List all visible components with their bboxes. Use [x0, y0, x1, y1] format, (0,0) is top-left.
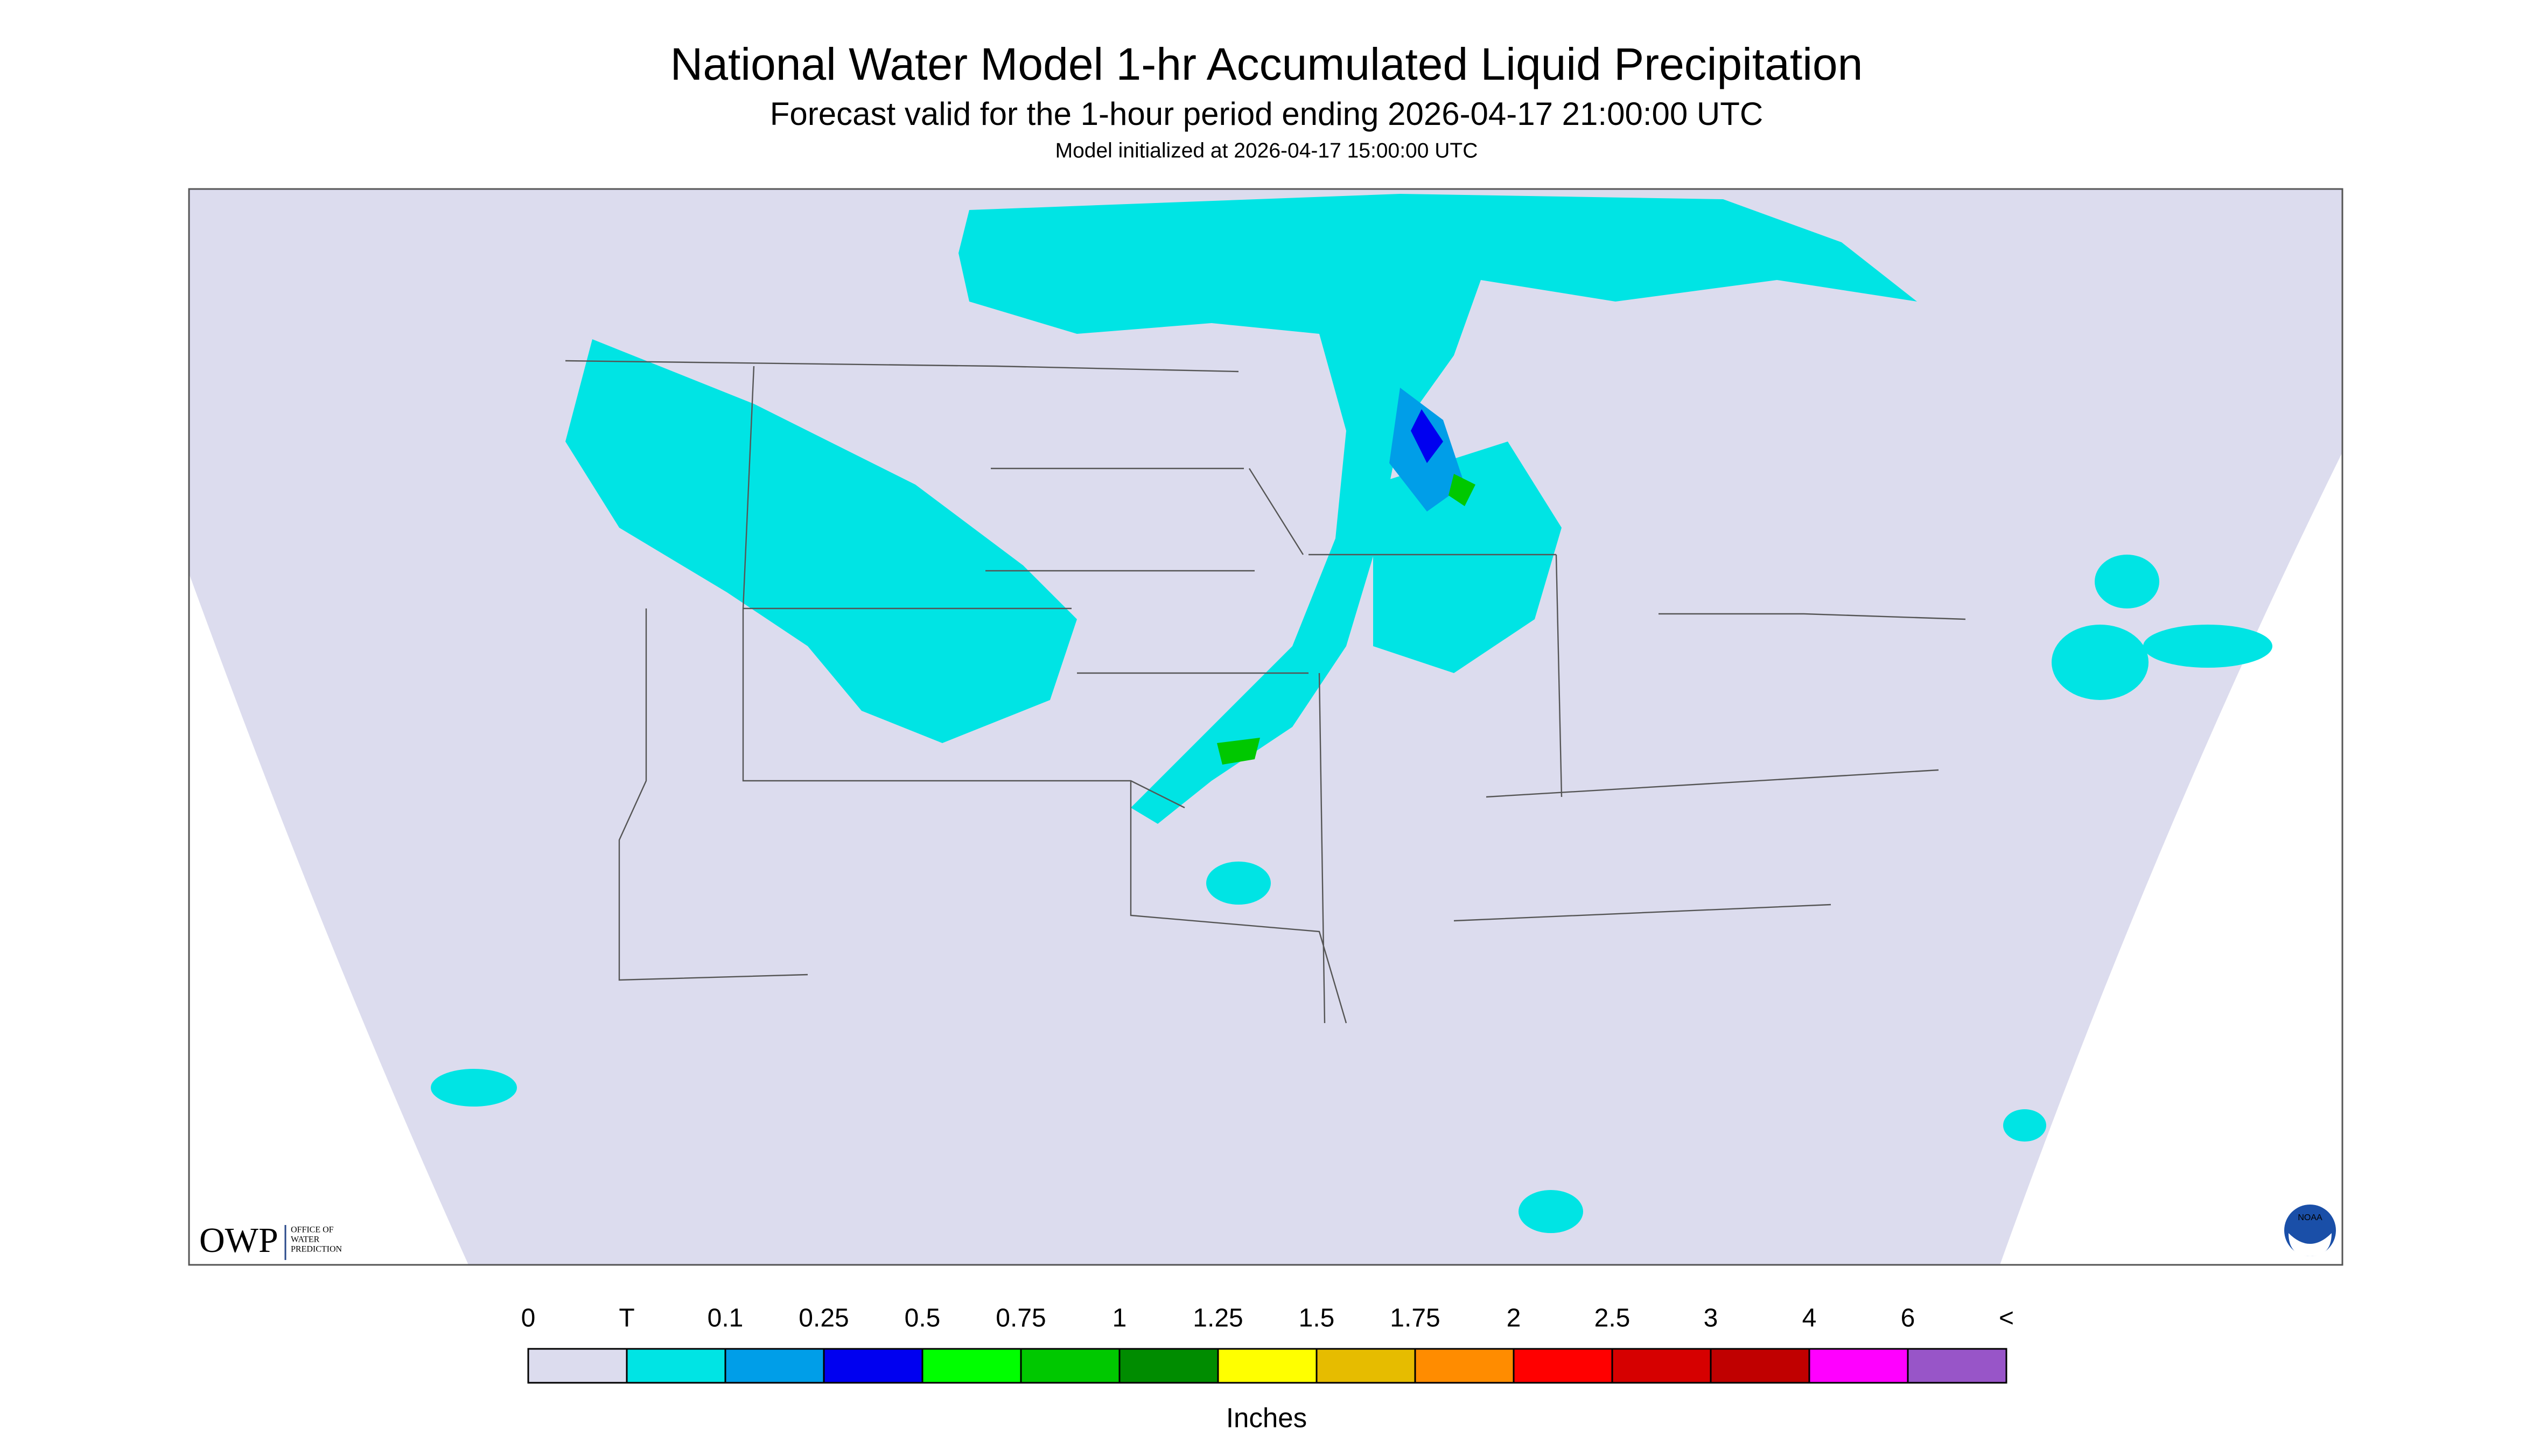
- map: OWP OFFICE OF WATER PREDICTION NOAA: [188, 188, 2343, 1266]
- legend-label: 1.5: [1299, 1304, 1335, 1333]
- legend-swatch: [1118, 1348, 1219, 1384]
- legend-label: 4: [1802, 1304, 1817, 1333]
- state-borders: [565, 360, 1966, 1024]
- legend-label: 1: [1112, 1304, 1127, 1333]
- legend-label: 0: [521, 1304, 536, 1333]
- legend-unit: Inches: [1226, 1402, 1307, 1433]
- legend-label: T: [619, 1304, 634, 1333]
- legend-swatch: [1710, 1348, 1810, 1384]
- legend-label: 0.1: [708, 1304, 744, 1333]
- legend-swatch: [1217, 1348, 1318, 1384]
- map-frame: [188, 188, 2343, 1266]
- legend-label: 6: [1901, 1304, 1915, 1333]
- legend: 0 T 0.1 0.25 0.5 0.75 1 1.25 1.5 1.75 2 2.5 3 4 6 <: [521, 1304, 2014, 1384]
- legend-swatch: [1316, 1348, 1416, 1384]
- legend-label: 0.75: [996, 1304, 1046, 1333]
- legend-swatch: [1020, 1348, 1121, 1384]
- projection-edge-left: [189, 573, 468, 1265]
- logo-caption: WATER: [291, 1235, 320, 1244]
- legend-swatch: [921, 1348, 1022, 1384]
- legend-swatch: [1808, 1348, 1909, 1384]
- legend-label: 2: [1507, 1304, 1521, 1333]
- legend-swatch: [724, 1348, 825, 1384]
- init-note: Model initialized at 2026-04-17 15:00:00…: [1055, 139, 1478, 162]
- precipitation: [431, 194, 2272, 1233]
- subtitle: Forecast valid for the 1-hour period end…: [770, 96, 1763, 132]
- legend-swatch: [527, 1348, 628, 1384]
- legend-label: 1.75: [1390, 1304, 1440, 1333]
- legend-swatch: [1611, 1348, 1712, 1384]
- legend-label: 0.5: [905, 1304, 941, 1333]
- legend-label: 1.25: [1193, 1304, 1243, 1333]
- title: National Water Model 1-hr Accumulated Li…: [670, 39, 1863, 89]
- noaa-text: NOAA: [2298, 1213, 2322, 1222]
- legend-swatch: [626, 1348, 726, 1384]
- legend-label: 0.25: [799, 1304, 849, 1333]
- legend-swatch: [1414, 1348, 1515, 1384]
- logo-caption: OFFICE OF: [291, 1226, 334, 1235]
- legend-label: 2.5: [1594, 1304, 1631, 1333]
- legend-label: <: [1999, 1304, 2014, 1333]
- legend-label: 3: [1704, 1304, 1718, 1333]
- legend-swatch: [1513, 1348, 1613, 1384]
- legend-swatch: [1907, 1348, 2007, 1384]
- logo-caption: PREDICTION: [291, 1245, 342, 1254]
- logo-owp: OWP: [199, 1221, 278, 1260]
- legend-swatch: [823, 1348, 923, 1384]
